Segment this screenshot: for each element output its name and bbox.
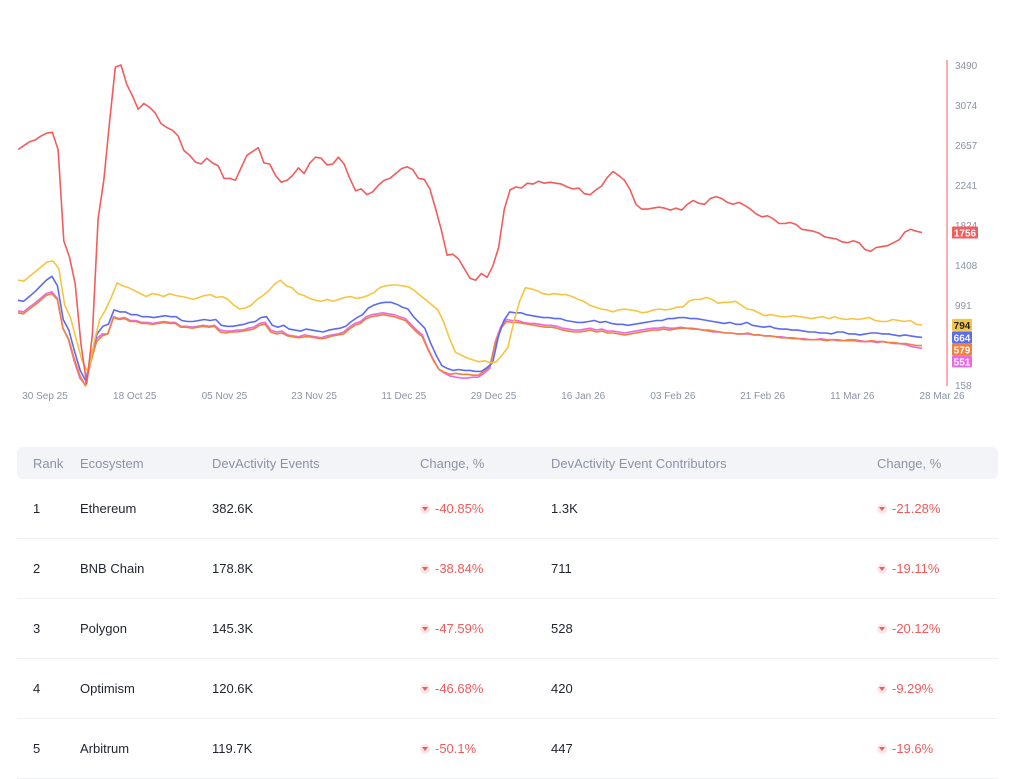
events-cell: 120.6K [212, 681, 254, 696]
change-events-cell: -38.84% [420, 561, 551, 576]
y-tick-label: 2657 [955, 141, 978, 152]
change-value: -46.68% [435, 681, 484, 696]
down-arrow-icon [877, 503, 887, 514]
table-row[interactable]: 5 Arbitrum 119.7K -50.1% 447 -19.6% [17, 719, 998, 779]
change-value: -38.84% [435, 561, 484, 576]
ecosystem-cell: Polygon [80, 621, 127, 636]
x-tick-label: 16 Jan 26 [561, 391, 605, 402]
change-value: -21.28% [892, 501, 941, 516]
last-value-label: 664 [954, 333, 971, 344]
last-value-label: 794 [954, 321, 971, 332]
change-value: -40.85% [435, 501, 484, 516]
ecosystem-cell: BNB Chain [80, 561, 145, 576]
ecosystem-cell: Optimism [80, 681, 135, 696]
change-value: -19.11% [892, 561, 940, 576]
down-arrow-icon [420, 623, 430, 634]
x-tick-label: 11 Mar 26 [830, 391, 875, 402]
line-chart[interactable]: 15857599114081824224126573074349030 Sep … [0, 0, 1024, 420]
series-line[interactable] [17, 292, 923, 387]
events-cell: 145.3K [212, 621, 254, 636]
down-arrow-icon [877, 623, 887, 634]
change-value: -19.6% [892, 741, 934, 756]
y-tick-label: 158 [955, 381, 972, 392]
header-events[interactable]: DevActivity Events [212, 455, 320, 471]
last-value-label: 1756 [954, 229, 977, 240]
last-value-badge [952, 318, 972, 331]
contributors-cell: 447 [551, 741, 573, 756]
rank-cell: 3 [33, 621, 41, 636]
change-value: -50.1% [435, 741, 477, 756]
last-value-badge [952, 331, 972, 344]
change-value: -47.59% [435, 621, 484, 636]
change-contributors-cell: -21.28% [877, 501, 998, 516]
rank-cell: 2 [33, 561, 41, 576]
header-rank[interactable]: Rank [33, 455, 64, 471]
last-value-badge [952, 343, 972, 356]
y-tick-label: 2241 [955, 181, 978, 192]
last-value-badge [952, 355, 972, 368]
header-change-events[interactable]: Change, % [420, 455, 485, 471]
x-tick-label: 28 Mar 26 [919, 391, 964, 402]
contributors-cell: 1.3K [551, 501, 578, 516]
last-value-label: 579 [954, 345, 971, 356]
rank-cell: 5 [33, 741, 41, 756]
down-arrow-icon [877, 743, 887, 754]
ecosystem-cell: Arbitrum [80, 741, 130, 756]
change-events-cell: -47.59% [420, 621, 551, 636]
x-tick-label: 29 Dec 25 [471, 391, 517, 402]
down-arrow-icon [420, 503, 430, 514]
contributors-cell: 528 [551, 621, 573, 636]
rank-cell: 1 [33, 501, 41, 516]
series-line[interactable] [17, 260, 923, 374]
y-tick-label: 1824 [955, 221, 978, 232]
events-cell: 119.7K [212, 741, 253, 756]
change-events-cell: -50.1% [420, 741, 551, 756]
y-tick-label: 991 [955, 301, 972, 312]
x-tick-label: 23 Nov 25 [291, 391, 337, 402]
x-tick-label: 11 Dec 25 [381, 391, 426, 402]
down-arrow-icon [420, 683, 430, 694]
last-value-label: 551 [954, 357, 971, 368]
y-tick-label: 1408 [955, 261, 978, 272]
x-tick-label: 18 Oct 25 [113, 391, 157, 402]
change-events-cell: -40.85% [420, 501, 551, 516]
header-ecosystem[interactable]: Ecosystem [80, 455, 144, 471]
y-tick-label: 3490 [955, 61, 978, 72]
chart-container: 15857599114081824224126573074349030 Sep … [0, 0, 1024, 420]
change-contributors-cell: -19.11% [877, 561, 998, 576]
table-row[interactable]: 3 Polygon 145.3K -47.59% 528 -20.12% [17, 599, 998, 659]
events-cell: 382.6K [212, 501, 254, 516]
down-arrow-icon [420, 563, 430, 574]
table-header: Rank Ecosystem DevActivity Events Change… [17, 447, 998, 479]
x-tick-label: 03 Feb 26 [650, 391, 695, 402]
change-contributors-cell: -19.6% [877, 741, 998, 756]
series-line[interactable] [17, 275, 923, 382]
change-contributors-cell: -9.29% [877, 681, 998, 696]
table-row[interactable]: 1 Ethereum 382.6K -40.85% 1.3K -21.28% [17, 479, 998, 539]
down-arrow-icon [877, 563, 887, 574]
down-arrow-icon [877, 683, 887, 694]
x-tick-label: 30 Sep 25 [22, 391, 68, 402]
contributors-cell: 420 [551, 681, 573, 696]
change-value: -20.12% [892, 621, 941, 636]
y-tick-label: 3074 [955, 101, 978, 112]
series-line[interactable] [17, 64, 923, 385]
change-value: -9.29% [892, 681, 934, 696]
ecosystem-cell: Ethereum [80, 501, 137, 516]
table-row[interactable]: 2 BNB Chain 178.8K -38.84% 711 -19.11% [17, 539, 998, 599]
x-tick-label: 21 Feb 26 [740, 391, 785, 402]
header-contributors[interactable]: DevActivity Event Contributors [551, 455, 727, 471]
table-row[interactable]: 4 Optimism 120.6K -46.68% 420 -9.29% [17, 659, 998, 719]
x-tick-label: 05 Nov 25 [202, 391, 248, 402]
events-cell: 178.8K [212, 561, 254, 576]
last-value-badge [952, 226, 978, 239]
change-events-cell: -46.68% [420, 681, 551, 696]
contributors-cell: 711 [551, 561, 572, 576]
rank-cell: 4 [33, 681, 41, 696]
change-contributors-cell: -20.12% [877, 621, 998, 636]
down-arrow-icon [420, 743, 430, 754]
header-change-contributors[interactable]: Change, % [877, 455, 942, 471]
ecosystem-table: Rank Ecosystem DevActivity Events Change… [17, 447, 998, 779]
